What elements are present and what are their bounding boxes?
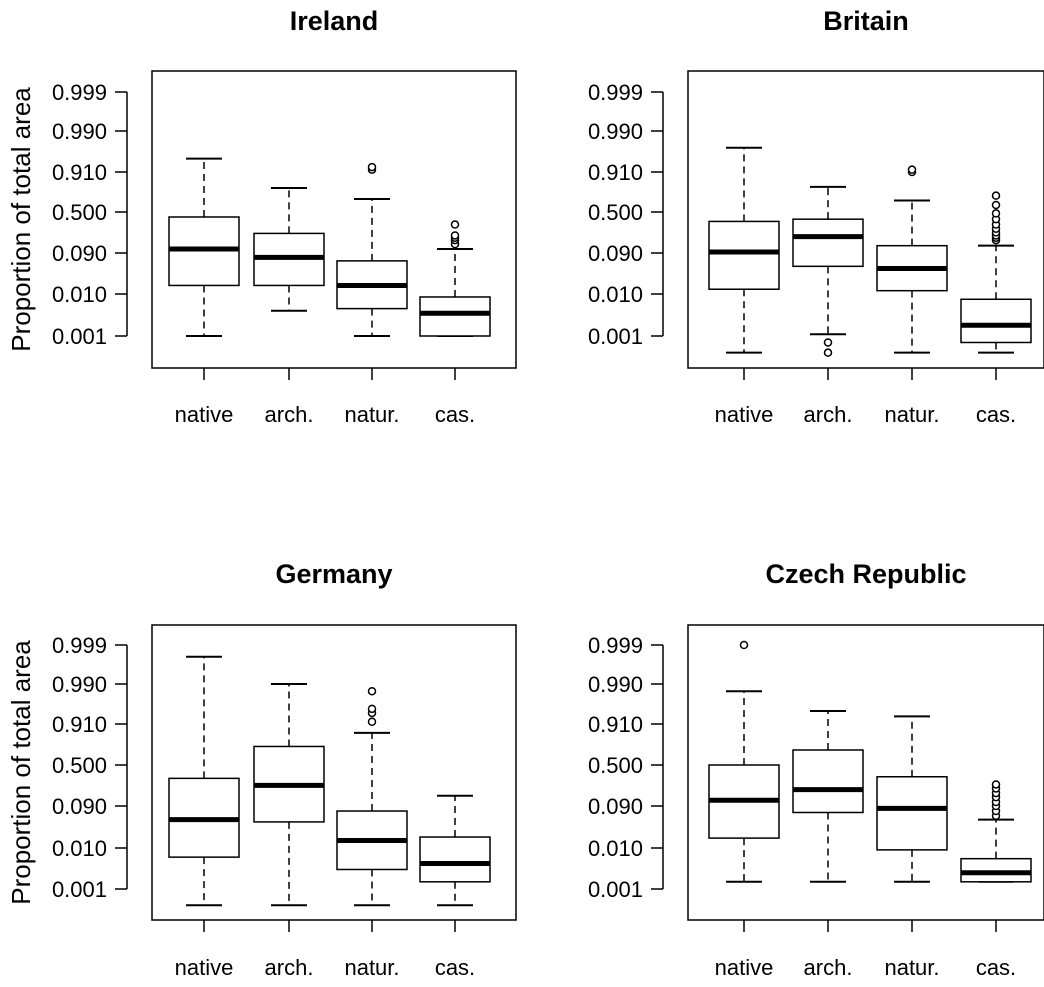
plot-frame <box>151 624 517 921</box>
outlier-point <box>450 231 460 240</box>
box-native <box>168 655 240 907</box>
x-tick-label: natur. <box>344 402 399 427</box>
y-tick-label: 0.999 <box>588 80 643 105</box>
iqr-box <box>419 296 491 337</box>
box-natur <box>876 715 948 883</box>
y-tick-label: 0.010 <box>588 282 643 307</box>
outlier-point <box>991 200 1001 210</box>
iqr-box <box>792 749 864 814</box>
box-arch <box>792 185 864 357</box>
box-cas <box>419 794 491 907</box>
y-tick-label: 0.500 <box>588 753 643 778</box>
box-cas <box>960 191 1032 354</box>
box-native <box>708 146 780 354</box>
y-tick-label: 0.910 <box>52 160 107 185</box>
x-tick-label: native <box>715 955 774 980</box>
y-tick-label: 0.090 <box>52 241 107 266</box>
plot-frame <box>151 70 517 369</box>
outlier-point <box>823 348 833 357</box>
outlier-point <box>991 191 1001 200</box>
box-arch <box>253 187 325 312</box>
x-tick-label: native <box>175 955 234 980</box>
y-tick-label: 0.001 <box>52 877 107 902</box>
y-tick-label: 0.990 <box>588 119 643 144</box>
plot-frame <box>687 70 1044 369</box>
x-tick-label: arch. <box>265 402 314 427</box>
x-tick-label: arch. <box>265 955 314 980</box>
y-tick-label: 0.500 <box>588 200 643 225</box>
y-tick-label: 0.090 <box>588 794 643 819</box>
iqr-box <box>708 220 780 290</box>
y-tick-label: 0.990 <box>52 119 107 144</box>
x-tick-label: native <box>175 402 234 427</box>
x-tick-label: cas. <box>976 402 1016 427</box>
outlier-point <box>991 780 1001 789</box>
outlier-point <box>823 338 833 347</box>
y-axis-label: Proportion of total area <box>6 87 36 352</box>
outlier-point <box>991 209 1001 218</box>
y-tick-label: 0.999 <box>52 80 107 105</box>
x-tick-label: arch. <box>804 402 853 427</box>
box-cas <box>960 780 1032 883</box>
y-tick-label: 0.910 <box>52 712 107 737</box>
y-tick-label: 0.999 <box>52 633 107 658</box>
x-tick-label: cas. <box>435 955 475 980</box>
x-tick-label: cas. <box>976 955 1016 980</box>
panel-czech-republic: Czech Republic 0.999 0.990 0.910 0.500 0.090 0… <box>588 559 1044 980</box>
y-tick-label: 0.990 <box>588 672 643 697</box>
box-natur <box>336 686 408 907</box>
iqr-box <box>876 776 948 851</box>
outlier-point <box>907 165 917 174</box>
y-tick-label: 0.010 <box>52 282 107 307</box>
x-tick-label: natur. <box>884 402 939 427</box>
y-tick-label: 0.001 <box>52 324 107 349</box>
box-cas <box>419 220 491 337</box>
y-tick-label: 0.910 <box>588 712 643 737</box>
box-natur <box>876 165 948 354</box>
y-tick-label: 0.500 <box>52 200 107 225</box>
y-tick-label: 0.990 <box>52 672 107 697</box>
outlier-point <box>367 686 377 696</box>
x-tick-label: natur. <box>884 955 939 980</box>
iqr-box <box>960 298 1032 344</box>
box-arch <box>253 683 325 907</box>
box-native <box>708 640 780 883</box>
y-tick-label: 0.010 <box>588 836 643 861</box>
box-arch <box>792 710 864 883</box>
iqr-box <box>792 218 864 268</box>
panel-title: Germany <box>275 559 392 589</box>
panel-ireland: Ireland 0.999 0.990 0.910 0.500 0.090 0.010 0.0… <box>6 6 517 427</box>
y-tick-label: 0.910 <box>588 160 643 185</box>
outlier-point <box>450 220 460 229</box>
panel-title: Britain <box>823 6 909 36</box>
panel-title: Ireland <box>290 6 379 36</box>
y-tick-label: 0.001 <box>588 877 643 902</box>
y-tick-label: 0.999 <box>588 633 643 658</box>
panel-britain: Britain 0.999 0.990 0.910 0.500 0.090 0.010 0.0… <box>588 6 1044 427</box>
y-tick-label: 0.090 <box>588 241 643 266</box>
outlier-point <box>367 162 377 172</box>
x-tick-label: native <box>715 402 774 427</box>
y-axis-label: Proportion of total area <box>6 640 36 905</box>
x-tick-label: natur. <box>344 955 399 980</box>
box-natur <box>336 162 408 337</box>
box-native <box>168 157 240 337</box>
plot-frame <box>687 624 1044 921</box>
y-tick-label: 0.090 <box>52 794 107 819</box>
panel-title: Czech Republic <box>765 559 966 589</box>
y-tick-label: 0.010 <box>52 836 107 861</box>
outlier-point <box>739 640 749 650</box>
x-tick-label: cas. <box>435 402 475 427</box>
y-tick-label: 0.500 <box>52 753 107 778</box>
outlier-point <box>367 704 377 714</box>
x-tick-label: arch. <box>804 955 853 980</box>
panel-germany: Germany 0.999 0.990 0.910 0.500 0.090 0.010 0.0… <box>6 559 517 980</box>
outlier-point <box>367 717 377 726</box>
iqr-box <box>419 836 491 883</box>
y-tick-label: 0.001 <box>588 324 643 349</box>
